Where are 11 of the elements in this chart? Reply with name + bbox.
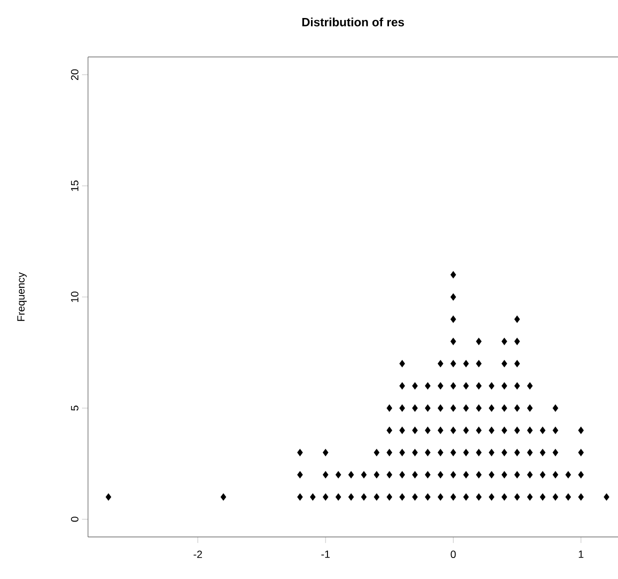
y-axis-title: Frequency bbox=[17, 272, 27, 321]
y-tick-label: 5 bbox=[71, 406, 78, 411]
y-tick-label: 15 bbox=[71, 180, 78, 191]
x-tick-label: 1 bbox=[578, 550, 584, 558]
x-tick-label: 0 bbox=[450, 550, 456, 558]
y-tick-label: 10 bbox=[70, 292, 78, 302]
chart-title: Distribution of res bbox=[302, 18, 404, 26]
y-tick-label: 0 bbox=[70, 516, 78, 522]
x-tick-label: -1 bbox=[321, 550, 330, 558]
x-tick-label: -2 bbox=[194, 550, 202, 558]
y-tick-label: 20 bbox=[70, 69, 78, 80]
